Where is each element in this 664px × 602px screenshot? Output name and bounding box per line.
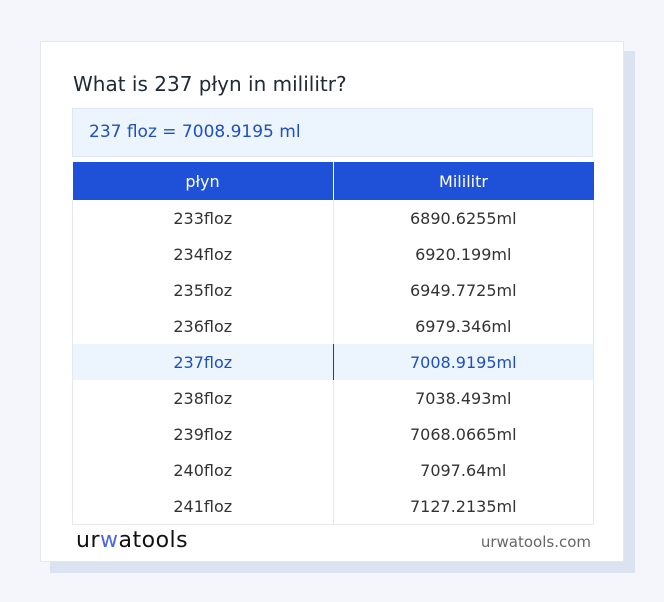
plyn-cell: 238floz <box>72 380 334 416</box>
page-title: What is 237 płyn in mililitr? <box>73 72 347 96</box>
mililitr-cell: 6949.7725ml <box>333 272 594 308</box>
plyn-cell: 234floz <box>72 236 334 272</box>
mililitr-cell: 7097.64ml <box>333 452 594 488</box>
column-header-plyn: płyn <box>72 162 334 200</box>
plyn-cell: 241floz <box>72 488 334 525</box>
table-row: 239floz 7068.0665ml <box>72 416 594 452</box>
site-link[interactable]: urwatools.com <box>480 533 591 551</box>
table-row: 237floz 7008.9195ml <box>72 344 594 380</box>
table-row: 236floz 6979.346ml <box>72 308 594 344</box>
converter-card: What is 237 płyn in mililitr? 237 floz =… <box>40 41 624 562</box>
mililitr-cell: 7127.2135ml <box>333 488 594 525</box>
plyn-cell: 237floz <box>72 344 334 380</box>
mililitr-cell: 7068.0665ml <box>333 416 594 452</box>
mililitr-cell: 6920.199ml <box>333 236 594 272</box>
conversion-table: płyn Mililitr 233floz 6890.6255ml 234floz 6… <box>72 162 594 525</box>
table-row: 238floz 7038.493ml <box>72 380 594 416</box>
plyn-cell: 235floz <box>72 272 334 308</box>
mililitr-cell: 6890.6255ml <box>333 200 594 236</box>
table-row: 240floz 7097.64ml <box>72 452 594 488</box>
plyn-cell: 239floz <box>72 416 334 452</box>
plyn-cell: 240floz <box>72 452 334 488</box>
plyn-cell: 233floz <box>72 200 334 236</box>
urwatools-logo[interactable]: urwatools <box>76 528 189 553</box>
table-row: 241floz 7127.2135ml <box>72 488 594 525</box>
mililitr-cell: 6979.346ml <box>333 308 594 344</box>
table-row: 235floz 6949.7725ml <box>72 272 594 308</box>
table-row: 234floz 6920.199ml <box>72 236 594 272</box>
mililitr-cell: 7008.9195ml <box>333 344 594 380</box>
mililitr-cell: 7038.493ml <box>333 380 594 416</box>
table-row: 233floz 6890.6255ml <box>72 200 594 236</box>
column-header-mililitr: Mililitr <box>333 162 594 200</box>
plyn-cell: 236floz <box>72 308 334 344</box>
conversion-result: 237 floz = 7008.9195 ml <box>72 108 593 157</box>
